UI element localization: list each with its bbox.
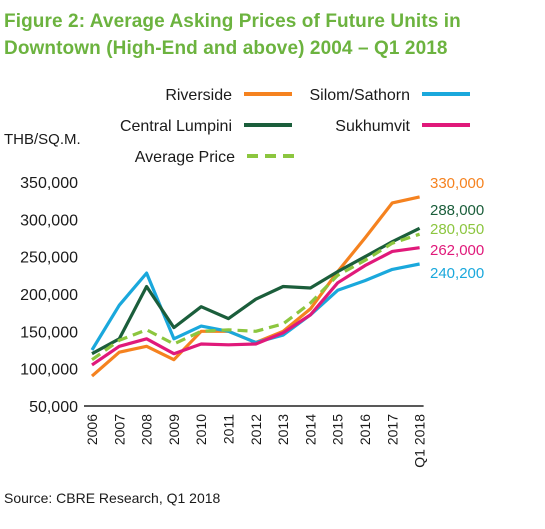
axes: THB/SQ.M. 350,000 300,000 250,000 200,000 150… [4,131,428,468]
y-tick-label: 200,000 [20,287,78,304]
y-tick-label: 50,000 [29,399,78,416]
x-tick-label: 2015 [330,414,346,445]
end-value-label: 262,000 [430,242,484,259]
end-labels: 330,000 240,200 288,000 262,000 280,050 [430,175,484,282]
x-tick-label: 2013 [275,414,291,445]
x-tick-label: 2017 [384,414,400,445]
y-tick-label: 150,000 [20,324,78,341]
x-tick-label: 2007 [111,414,127,445]
end-value-label: 240,200 [430,265,484,282]
chart-title: Figure 2: Average Asking Prices of Futur… [4,11,461,59]
x-tick-label: 2009 [166,414,182,445]
end-value-label: 330,000 [430,175,484,192]
legend-label-riverside: Riverside [165,87,232,104]
y-tick-label: 300,000 [20,212,78,229]
legend-label-sukhumvit: Sukhumvit [335,118,410,135]
end-value-label: 280,050 [430,221,484,238]
x-tick-label: 2012 [248,414,264,445]
x-tick-label: 2008 [139,414,155,445]
legend-label-average-price: Average Price [135,149,235,166]
y-tick-label: 100,000 [20,362,78,379]
y-tick-label: 350,000 [20,175,78,192]
x-tick-label: Q1 2018 [412,414,428,468]
series-line-riverside [90,195,420,378]
series-line-silom-sathorn [90,262,420,351]
legend-label-central-lumpini: Central Lumpini [120,118,232,135]
series-line-average-price [91,232,421,362]
x-tick-label: 2006 [84,414,100,445]
series-line-central-lumpini [91,226,421,356]
x-tick-label: 2014 [302,414,318,445]
series-line-sukhumvit [91,246,420,367]
legend-label-silom-sathorn: Silom/Sathorn [310,87,411,104]
source-note: Source: CBRE Research, Q1 2018 [4,490,221,506]
x-tick-label: 2010 [193,414,209,445]
y-tick-label: 250,000 [20,250,78,267]
end-value-label: 288,000 [430,202,484,219]
y-axis-label: THB/SQ.M. [4,131,81,148]
series-lines [90,195,421,378]
legend: Riverside Silom/Sathorn Central Lumpini Suk… [120,87,470,166]
x-tick-label: 2011 [221,414,237,444]
x-tick-label: 2016 [357,414,373,445]
